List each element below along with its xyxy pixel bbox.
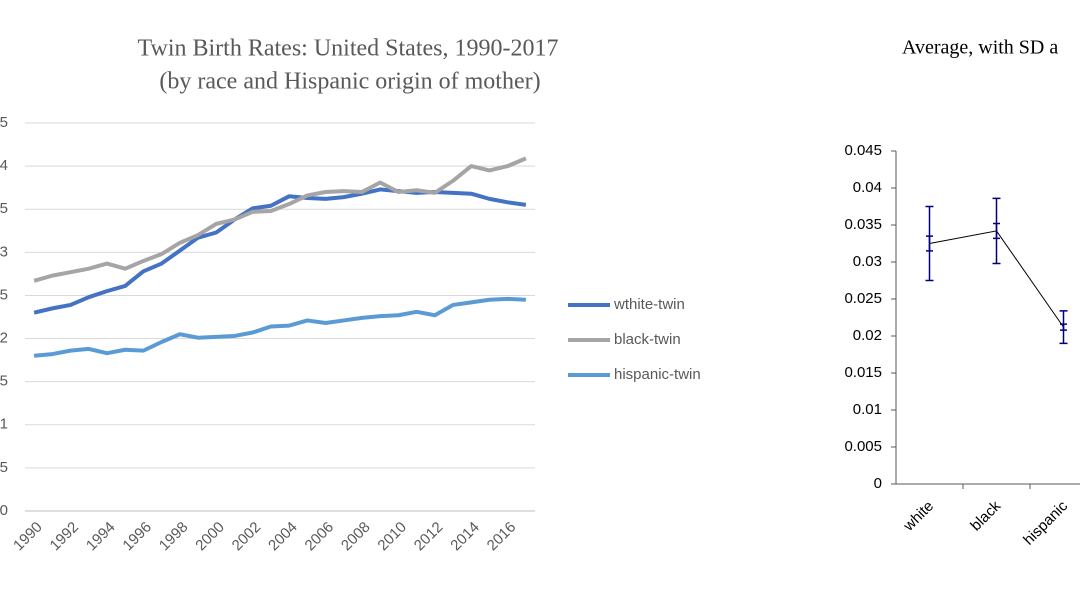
y-tick-label: 0.025 <box>844 290 882 307</box>
x-tick-label: 2014 <box>447 519 483 555</box>
chart-title: Twin Birth Rates: United States, 1990-20… <box>138 36 559 62</box>
legend-label: black-twin <box>614 331 681 348</box>
x-tick-label: 1994 <box>83 519 119 555</box>
y-tick-label: 0.005 <box>844 438 882 455</box>
x-tick-label: 1996 <box>119 519 155 555</box>
legend-label: hispanic-twin <box>614 366 701 383</box>
x-tick-label: 1990 <box>10 519 46 555</box>
line-series <box>33 296 526 358</box>
x-tick-label: 2008 <box>338 519 374 555</box>
x-tick-label: black <box>967 497 1004 534</box>
y-tick-label: 0.01 <box>853 401 882 418</box>
y-tick-label: 0 <box>0 502 8 519</box>
chart-title: Average, with SD a <box>902 37 1058 59</box>
y-tick-label: 0.04 <box>853 179 882 196</box>
y-tick-label: 0.03 <box>853 253 882 270</box>
error-bar-se <box>993 222 1000 240</box>
x-tick-label: white <box>900 498 937 535</box>
y-tick-label: 0 <box>874 475 882 492</box>
y-tick-label: 0.045 <box>844 142 882 159</box>
y-tick-label: 0.035 <box>844 216 882 233</box>
x-tick-label: 2006 <box>302 519 338 555</box>
x-tick-label: 2010 <box>374 519 410 555</box>
y-tick-label: 0.015 <box>844 364 882 381</box>
y-tick-label: 0.02 <box>0 330 8 347</box>
x-tick-label: 2016 <box>484 519 520 555</box>
y-tick-label: 0.015 <box>0 373 8 390</box>
legend-label: wthite-twin <box>613 296 685 313</box>
y-tick-label: 0.035 <box>0 200 8 217</box>
line-series <box>33 187 527 315</box>
x-tick-label: 2002 <box>229 519 265 555</box>
y-tick-label: 0.03 <box>0 243 8 260</box>
y-tick-label: 0.025 <box>0 286 8 303</box>
x-tick-label: 1992 <box>47 519 83 555</box>
x-tick-label: 2012 <box>411 519 447 555</box>
line-series <box>33 156 527 283</box>
error-bar-se <box>1060 323 1067 331</box>
x-tick-label: 2000 <box>192 519 228 555</box>
chart-subtitle: (by race and Hispanic origin of mother) <box>159 69 540 95</box>
y-tick-label: 0.01 <box>0 416 8 433</box>
y-tick-label: 0.04 <box>0 157 8 174</box>
x-tick-label: 2004 <box>265 519 301 555</box>
x-tick-label: 1998 <box>156 519 192 555</box>
y-tick-label: 0.005 <box>0 459 8 476</box>
y-tick-label: 0.045 <box>0 114 8 131</box>
x-tick-label: hispanic <box>1020 497 1071 548</box>
error-bar-se <box>926 235 933 252</box>
y-tick-label: 0.02 <box>853 327 882 344</box>
